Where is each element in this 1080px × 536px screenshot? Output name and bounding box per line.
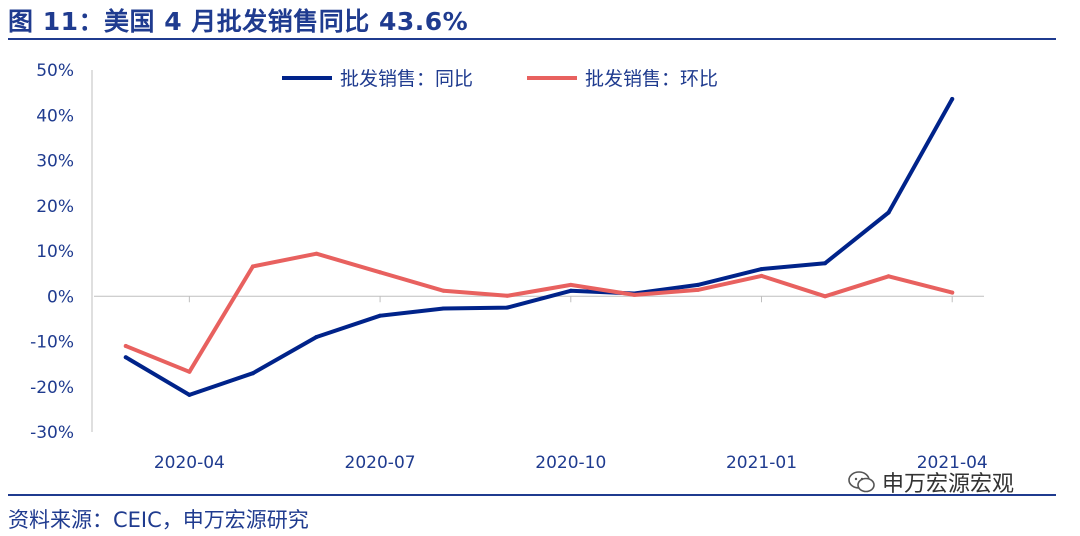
data-point-mom xyxy=(823,294,828,299)
data-point-mom xyxy=(187,369,192,374)
source-note: 资料来源：CEIC，申万宏源研究 xyxy=(8,508,309,532)
data-point-mom xyxy=(568,282,573,287)
y-tick-label: 50% xyxy=(36,61,74,81)
series-line-mom xyxy=(123,251,955,374)
x-tick-label: 2020-04 xyxy=(154,453,225,473)
data-point-yoy xyxy=(314,335,319,339)
data-point-yoy xyxy=(123,355,128,360)
data-point-mom xyxy=(632,292,637,297)
data-point-yoy xyxy=(250,371,255,376)
y-tick-label: -30% xyxy=(30,423,74,443)
data-point-yoy xyxy=(441,306,446,311)
footer-divider xyxy=(8,494,1056,496)
legend: 批发销售：同比 批发销售：环比 xyxy=(282,68,718,90)
legend-label: 批发销售：同比 xyxy=(340,68,473,90)
title-divider xyxy=(8,38,1056,40)
y-tick-label: 0% xyxy=(47,287,74,307)
y-tick-label: 40% xyxy=(36,106,74,126)
watermark: 申万宏源宏观 xyxy=(848,466,1014,498)
data-point-mom xyxy=(886,274,891,279)
x-tick-label: 2020-10 xyxy=(535,453,606,473)
y-tick-label: 30% xyxy=(36,152,74,172)
y-tick-label: -10% xyxy=(30,333,74,353)
y-tick-label: 10% xyxy=(36,242,74,262)
x-axis xyxy=(94,295,984,303)
data-point-mom xyxy=(695,287,700,292)
series-line-yoy xyxy=(123,97,955,397)
data-point-yoy xyxy=(823,261,828,266)
data-point-yoy xyxy=(886,210,891,215)
y-tick-labels: 50% 40% 30% 20% 10% 0% -10% -20% -30% xyxy=(30,61,74,443)
x-tick-labels: 2020-04 2020-07 2020-10 2021-01 2021-04 xyxy=(154,453,988,473)
data-point-yoy xyxy=(187,392,192,397)
chart-title: 图 11：美国 4 月批发销售同比 43.6% xyxy=(8,7,469,36)
series-group xyxy=(123,97,955,397)
data-point-mom xyxy=(505,293,510,298)
data-point-mom xyxy=(123,344,128,348)
data-point-yoy xyxy=(759,267,764,272)
y-tick-label: 20% xyxy=(36,197,74,217)
data-point-mom xyxy=(759,273,764,278)
wechat-icon xyxy=(848,471,875,493)
x-tick-label: 2020-07 xyxy=(345,453,416,473)
x-tick-label: 2021-01 xyxy=(726,453,797,473)
y-tick-label: -20% xyxy=(30,378,74,398)
data-point-yoy xyxy=(568,288,573,293)
data-point-yoy xyxy=(378,313,383,318)
data-point-yoy xyxy=(695,282,700,287)
data-point-mom xyxy=(314,251,319,256)
data-point-yoy xyxy=(950,97,955,101)
data-point-mom xyxy=(250,264,255,269)
data-point-mom xyxy=(378,270,383,275)
data-point-yoy xyxy=(505,305,510,310)
data-point-mom xyxy=(441,288,446,293)
x-tick-label: 2021-04 xyxy=(917,453,988,473)
data-point-mom xyxy=(950,290,955,295)
legend-label: 批发销售：环比 xyxy=(585,68,718,90)
watermark-text: 申万宏源宏观 xyxy=(882,472,1015,497)
